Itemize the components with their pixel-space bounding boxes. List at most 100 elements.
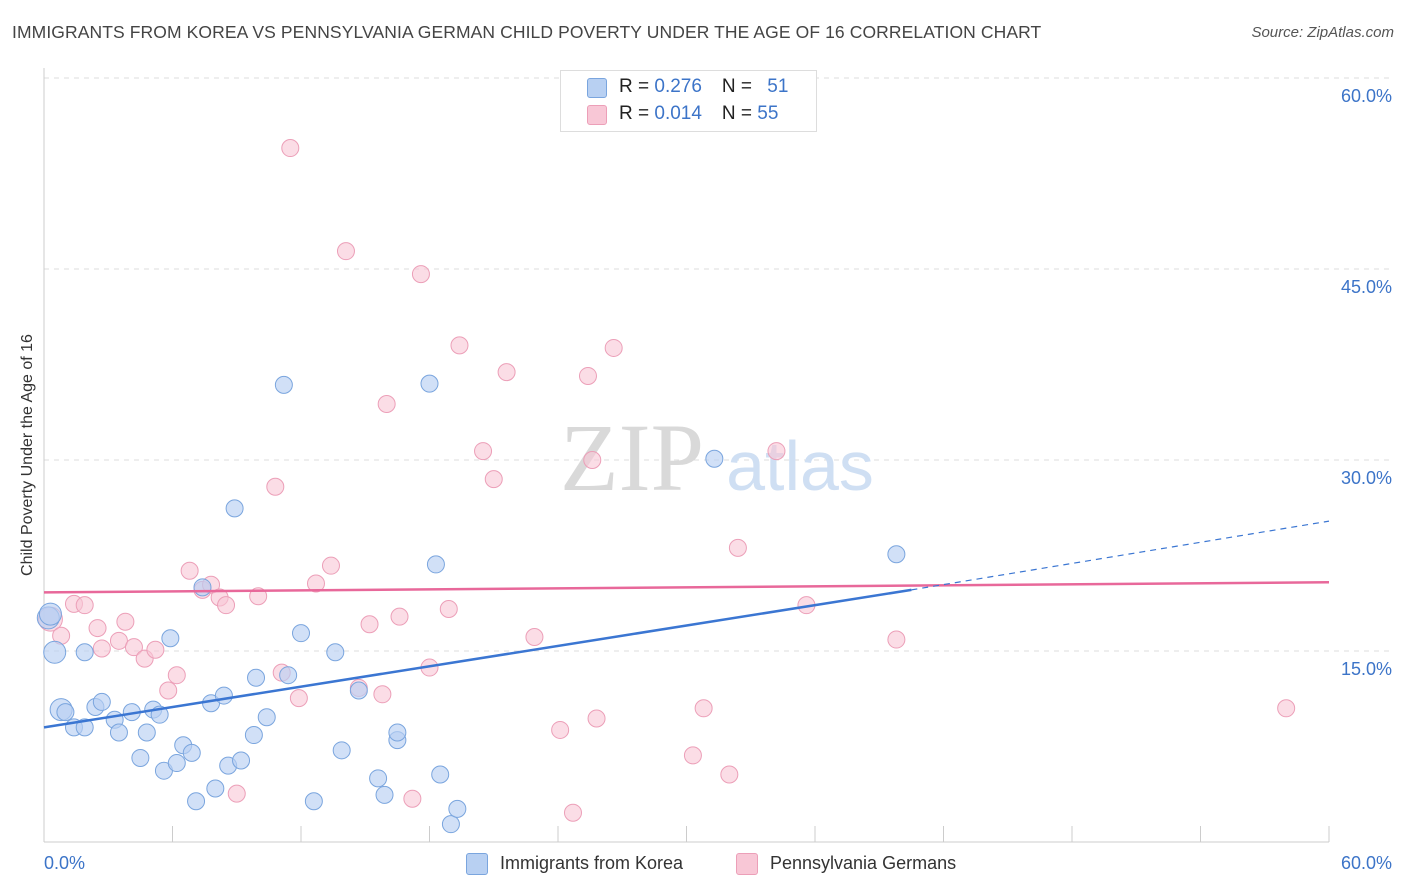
penn-point: [767, 442, 786, 461]
penn-point: [92, 639, 111, 658]
korea-point: [75, 718, 94, 737]
korea-point: [448, 799, 467, 818]
y-tick-label-3: 60.0%: [1341, 86, 1392, 106]
legend-n-value-penn: 55: [757, 103, 779, 124]
korea-point: [369, 769, 388, 788]
korea-point: [56, 703, 75, 722]
penn-point: [411, 265, 430, 284]
penn-point: [75, 596, 94, 615]
korea-point: [206, 779, 225, 798]
legend-r-label-penn: R =: [619, 103, 655, 124]
korea-point: [431, 765, 450, 784]
legend-n-label-korea: N =: [721, 76, 758, 97]
korea-point: [109, 723, 128, 742]
korea-point: [92, 692, 111, 711]
korea-trend-extension: [911, 520, 1330, 591]
penn-trend-line: [43, 580, 1330, 594]
tick-labels: 15.0% 30.0% 45.0% 60.0% 0.0% 60.0%: [44, 86, 1392, 873]
penn-point: [450, 336, 469, 355]
penn-point: [159, 681, 178, 700]
penn-point: [403, 789, 422, 808]
grid-lines: [44, 77, 1392, 652]
penn-point: [551, 720, 570, 739]
penn-point: [180, 561, 199, 580]
legend-series: Immigrants from Korea Pennsylvania Germa…: [0, 850, 1406, 878]
korea-point: [193, 578, 212, 597]
penn-point: [887, 630, 906, 649]
legend-swatch-penn: [587, 105, 607, 125]
legend-label-penn: Pennsylvania Germans: [770, 853, 957, 873]
korea-point: [182, 743, 201, 762]
watermark-atlas: atlas: [726, 427, 874, 505]
penn-point: [377, 394, 396, 413]
korea-point: [326, 643, 345, 662]
penn-point: [578, 366, 597, 385]
korea-trend-line: [43, 588, 912, 729]
korea-point: [161, 629, 180, 648]
penn-point: [497, 363, 516, 382]
legend-n-label-penn: N =: [721, 103, 758, 124]
korea-point: [705, 449, 724, 468]
legend-label-korea: Immigrants from Korea: [500, 853, 684, 873]
penn-point: [167, 666, 186, 685]
penn-point: [266, 477, 285, 496]
penn-point: [146, 640, 165, 659]
penn-point: [474, 442, 493, 461]
y-tick-label-1: 30.0%: [1341, 468, 1392, 488]
korea-point: [304, 792, 323, 811]
trend-lines: [43, 520, 1330, 729]
korea-point: [292, 624, 310, 643]
penn-point: [289, 689, 308, 708]
legend-r-value-penn: 0.014: [654, 103, 702, 124]
x-tick-label-0: 0.0%: [44, 853, 85, 873]
korea-point: [279, 666, 298, 685]
korea-point: [137, 723, 156, 742]
korea-point: [349, 681, 368, 700]
penn-point: [116, 612, 135, 631]
penn-point: [720, 765, 739, 784]
penn-point: [360, 615, 379, 634]
penn-point: [484, 470, 503, 489]
y-tick-label-0: 15.0%: [1341, 659, 1392, 679]
korea-point: [167, 754, 186, 773]
penn-point: [390, 607, 409, 626]
korea-point: [244, 726, 263, 745]
korea-point: [232, 751, 251, 770]
korea-point: [214, 686, 233, 705]
legend-stats: R = 0.276 N = 51 R = 0.014 N = 55: [560, 70, 817, 132]
penn-point: [563, 803, 582, 822]
legend-swatch-penn-bottom: [736, 853, 758, 875]
penn-point: [227, 784, 246, 803]
penn-point: [439, 599, 458, 618]
korea-point: [187, 792, 206, 811]
watermark: ZIP atlas: [560, 404, 874, 511]
penn-point: [728, 538, 747, 557]
korea-point: [257, 708, 276, 727]
y-tick-label-2: 45.0%: [1341, 277, 1392, 297]
legend-n-value-korea: 51: [767, 76, 789, 97]
penn-point: [124, 638, 143, 657]
axes: [43, 68, 1330, 843]
korea-point: [43, 640, 67, 664]
penn-point: [373, 685, 392, 704]
korea-point: [274, 375, 293, 394]
penn-point: [88, 619, 107, 638]
korea-point: [75, 643, 94, 662]
legend-r-value-korea: 0.276: [654, 76, 702, 97]
korea-point: [332, 741, 351, 760]
korea-point: [420, 374, 439, 393]
legend-swatch-korea-bottom: [466, 853, 488, 875]
korea-point: [887, 545, 906, 564]
penn-point: [604, 338, 623, 357]
korea-point: [441, 815, 460, 834]
legend-r-label-korea: R =: [619, 76, 655, 97]
penn-point: [217, 596, 236, 615]
penn-point: [336, 242, 355, 261]
korea-point: [131, 748, 150, 767]
series-korea-points: [36, 374, 906, 834]
penn-point: [583, 451, 602, 469]
chart-title: IMMIGRANTS FROM KOREA VS PENNSYLVANIA GE…: [12, 22, 1042, 42]
penn-point: [683, 746, 702, 765]
penn-point: [306, 574, 325, 593]
penn-point: [321, 556, 340, 575]
